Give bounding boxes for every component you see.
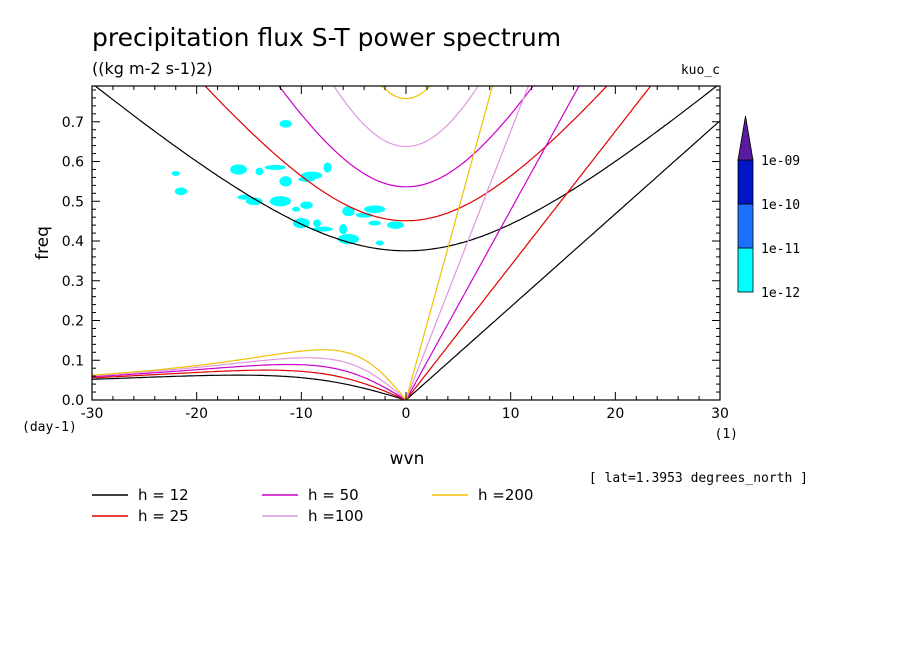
x-unit-label: (1)	[715, 427, 738, 442]
contour-patch	[292, 206, 301, 212]
ig-curve	[333, 86, 479, 148]
colorbar: 1e-12 1e-11 1e-10 1e-09	[737, 115, 800, 301]
y-tick-label: 0.4	[62, 234, 84, 250]
colorbar-segment	[737, 247, 754, 293]
legend-label: h =200	[478, 486, 533, 504]
chart-units: ((kg m-2 s-1)2)	[92, 59, 213, 78]
ig-curve	[204, 86, 608, 222]
y-unit-label: (day-1)	[22, 420, 77, 435]
x-tick-label: 30	[711, 406, 729, 422]
y-tick-label: 0.0	[62, 393, 84, 409]
y-tick-label: 0.6	[62, 155, 84, 171]
y-tick-label: 0.2	[62, 314, 84, 330]
x-tick-label: 10	[502, 406, 520, 422]
legend-label: h = 12	[138, 486, 189, 504]
kelvin-curve	[405, 86, 529, 400]
contour-patch	[171, 170, 180, 176]
colorbar-label: 1e-12	[761, 286, 800, 301]
rossby-curve	[92, 349, 407, 400]
contour-patch	[337, 233, 360, 245]
y-tick-label: 0.1	[62, 353, 84, 369]
contour-patch	[313, 219, 322, 227]
contour-patch	[279, 119, 292, 128]
contour-patch	[279, 176, 292, 187]
colorbar-label: 1e-11	[761, 242, 800, 257]
colorbar-segment	[737, 203, 754, 249]
x-tick-label: 20	[606, 406, 624, 422]
contour-patch	[323, 162, 332, 173]
contour-patch	[255, 167, 264, 176]
axis-ticks: -30 -20 -10 0 10 20 30 0.0 0.1 0.2 0.3 0.4 0.5 0.6 0.7	[62, 86, 729, 422]
contour-patch	[230, 164, 247, 175]
y-axis-label: freq	[33, 226, 53, 260]
contour-patch	[375, 240, 384, 246]
contour-patch	[311, 226, 333, 232]
ig-curve	[94, 86, 718, 252]
colorbar-arrow	[737, 115, 754, 161]
kelvin-curve	[405, 86, 494, 400]
y-tick-label: 0.7	[62, 115, 84, 131]
rossby-curve	[92, 357, 407, 400]
lat-annotation: [ lat=1.3953 degrees_north ]	[589, 471, 808, 486]
kelvin-curve	[405, 86, 652, 400]
chart-title: precipitation flux S-T power spectrum	[92, 23, 561, 52]
rossby-curve	[92, 363, 407, 400]
contour-patch	[339, 223, 348, 235]
contour-patch	[264, 164, 286, 170]
colorbar-segment	[737, 159, 754, 205]
dispersion-curves	[92, 86, 720, 400]
colorbar-label: 1e-09	[761, 154, 800, 169]
y-tick-label: 0.3	[62, 274, 84, 290]
rossby-curve	[92, 369, 407, 400]
contour-patches	[171, 119, 404, 246]
x-tick-label: -20	[185, 406, 208, 422]
x-tick-label: -10	[290, 406, 313, 422]
contour-patch	[387, 221, 404, 229]
x-axis-label: wvn	[390, 449, 425, 469]
legend: h = 12 h = 25 h = 50 h =100 h =200	[92, 486, 533, 525]
y-tick-label: 0.5	[62, 194, 84, 210]
colorbar-label: 1e-10	[761, 198, 800, 213]
model-label: kuo_c	[681, 63, 720, 78]
x-tick-label: 0	[402, 406, 411, 422]
legend-label: h = 50	[308, 486, 359, 504]
kelvin-curve	[405, 120, 720, 400]
legend-label: h = 25	[138, 507, 189, 525]
contour-patch	[174, 187, 188, 196]
contour-patch	[364, 205, 386, 214]
contour-patch	[368, 220, 381, 226]
legend-label: h =100	[308, 507, 363, 525]
contour-patch	[269, 196, 291, 207]
ig-curve	[380, 86, 432, 100]
ig-curve	[278, 86, 534, 188]
rossby-curve	[92, 374, 407, 400]
x-tick-label: -30	[81, 406, 104, 422]
contour-patch	[300, 201, 313, 210]
contour-patch	[301, 171, 323, 180]
plot-frame	[91, 85, 721, 401]
contour-patch	[237, 194, 250, 200]
kelvin-curve	[405, 86, 580, 400]
contour-patch	[245, 197, 263, 206]
contour-patch	[342, 206, 355, 217]
